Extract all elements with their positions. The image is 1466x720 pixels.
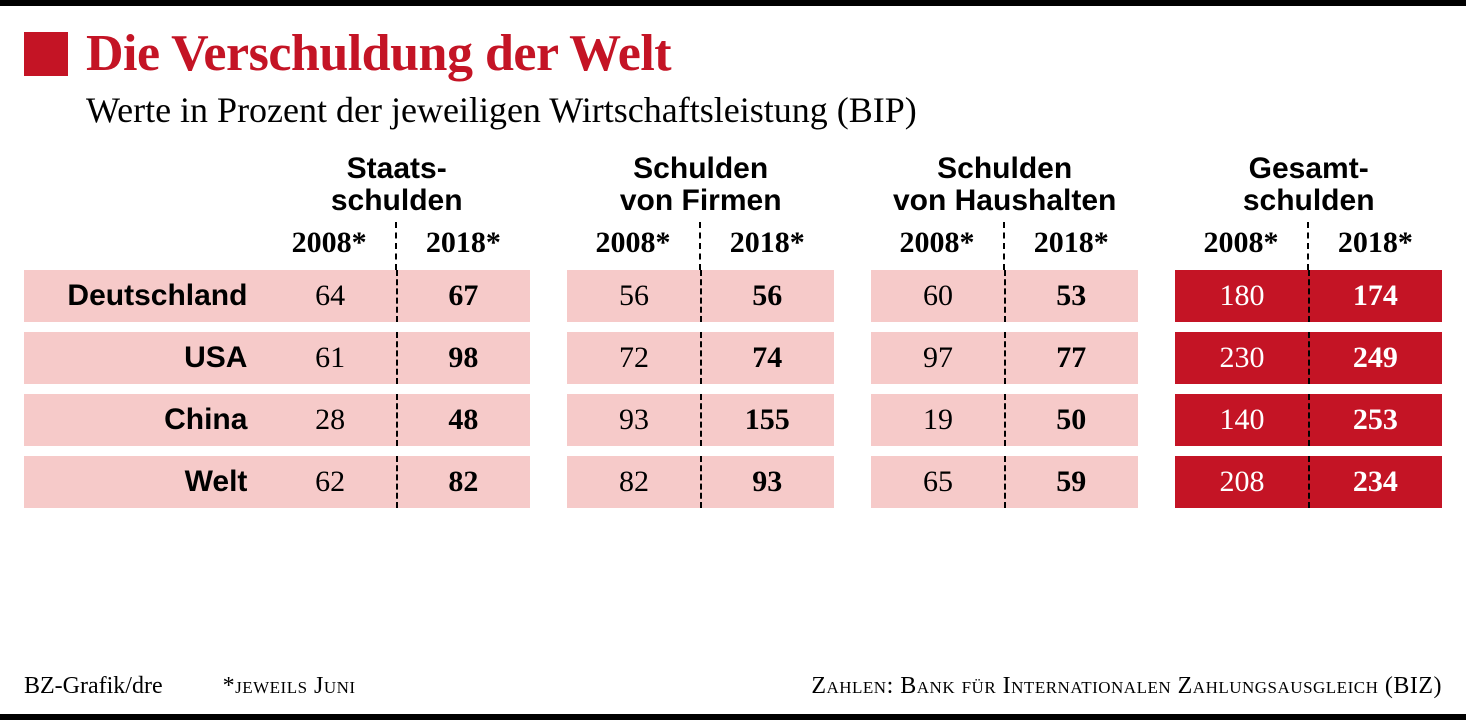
infographic-frame: Die Verschuldung der Welt Werte in Proze…: [0, 0, 1466, 720]
total-cell: 230: [1175, 332, 1308, 384]
data-cell: 98: [397, 332, 530, 384]
table-row: Deutschland6467 5656 6053 180174: [24, 270, 1442, 322]
year-header: 2018*: [1309, 222, 1442, 270]
source: Zahlen: Bank für Internationalen Zahlung…: [811, 673, 1442, 700]
data-cell: 155: [701, 394, 834, 446]
group-header: Gesamt-schulden: [1175, 153, 1442, 222]
total-cell: 253: [1309, 394, 1442, 446]
data-cell: 62: [263, 456, 396, 508]
gap-cell: [834, 394, 871, 446]
total-cell: 208: [1175, 456, 1308, 508]
data-cell: 64: [263, 270, 396, 322]
year-header: 2018*: [397, 222, 530, 270]
gap-cell: [1138, 270, 1175, 322]
data-cell: 77: [1005, 332, 1138, 384]
row-label: China: [24, 394, 263, 446]
title: Die Verschuldung der Welt: [86, 24, 671, 83]
footnote: *jeweils Juni: [223, 673, 356, 700]
total-cell: 180: [1175, 270, 1308, 322]
year-header: 2008*: [871, 222, 1004, 270]
table-head: Staats-schulden Schuldenvon Firmen Schul…: [24, 153, 1442, 270]
data-cell: 60: [871, 270, 1004, 322]
gap-cell: [530, 456, 567, 508]
data-cell: 61: [263, 332, 396, 384]
data-cell: 50: [1005, 394, 1138, 446]
data-cell: 48: [397, 394, 530, 446]
data-cell: 19: [871, 394, 1004, 446]
data-cell: 53: [1005, 270, 1138, 322]
data-cell: 82: [567, 456, 700, 508]
data-cell: 67: [397, 270, 530, 322]
total-cell: 140: [1175, 394, 1308, 446]
group-header: Schuldenvon Firmen: [567, 153, 834, 222]
year-header: 2018*: [1005, 222, 1138, 270]
data-cell: 74: [701, 332, 834, 384]
subtitle: Werte in Prozent der jeweiligen Wirtscha…: [86, 89, 1442, 131]
group-header: Schuldenvon Haushalten: [871, 153, 1138, 222]
debt-table: Staats-schulden Schuldenvon Firmen Schul…: [24, 153, 1442, 518]
row-label: Welt: [24, 456, 263, 508]
gap-cell: [1138, 456, 1175, 508]
credit: BZ-Grafik/dre: [24, 673, 163, 700]
data-cell: 56: [701, 270, 834, 322]
gap-cell: [834, 456, 871, 508]
table-row: China2848 93155 1950 140253: [24, 394, 1442, 446]
data-cell: 97: [871, 332, 1004, 384]
data-cell: 56: [567, 270, 700, 322]
year-header: 2008*: [263, 222, 396, 270]
header: Die Verschuldung der Welt: [24, 24, 1442, 83]
year-header: 2018*: [701, 222, 834, 270]
table-row: USA6198 7274 9777 230249: [24, 332, 1442, 384]
year-header: 2008*: [1175, 222, 1308, 270]
gap-cell: [834, 270, 871, 322]
gap-cell: [1138, 332, 1175, 384]
gap-cell: [1138, 394, 1175, 446]
gap-cell: [530, 270, 567, 322]
footer: BZ-Grafik/dre *jeweils Juni Zahlen: Bank…: [24, 673, 1442, 700]
title-square-icon: [24, 32, 68, 76]
total-cell: 234: [1309, 456, 1442, 508]
total-cell: 174: [1309, 270, 1442, 322]
year-header: 2008*: [567, 222, 700, 270]
data-cell: 93: [567, 394, 700, 446]
group-header-row: Staats-schulden Schuldenvon Firmen Schul…: [24, 153, 1442, 222]
gap-cell: [530, 332, 567, 384]
group-header: Staats-schulden: [263, 153, 530, 222]
year-header-row: 2008* 2018* 2008* 2018* 2008* 2018* 2008…: [24, 222, 1442, 270]
total-cell: 249: [1309, 332, 1442, 384]
data-cell: 93: [701, 456, 834, 508]
data-cell: 82: [397, 456, 530, 508]
data-cell: 28: [263, 394, 396, 446]
table-body: Deutschland6467 5656 6053 180174 USA6198 7274…: [24, 270, 1442, 518]
data-cell: 65: [871, 456, 1004, 508]
table-row: Welt628282936559208234: [24, 456, 1442, 508]
row-label: USA: [24, 332, 263, 384]
row-label: Deutschland: [24, 270, 263, 322]
data-cell: 72: [567, 332, 700, 384]
gap-cell: [530, 394, 567, 446]
gap-cell: [834, 332, 871, 384]
data-cell: 59: [1005, 456, 1138, 508]
